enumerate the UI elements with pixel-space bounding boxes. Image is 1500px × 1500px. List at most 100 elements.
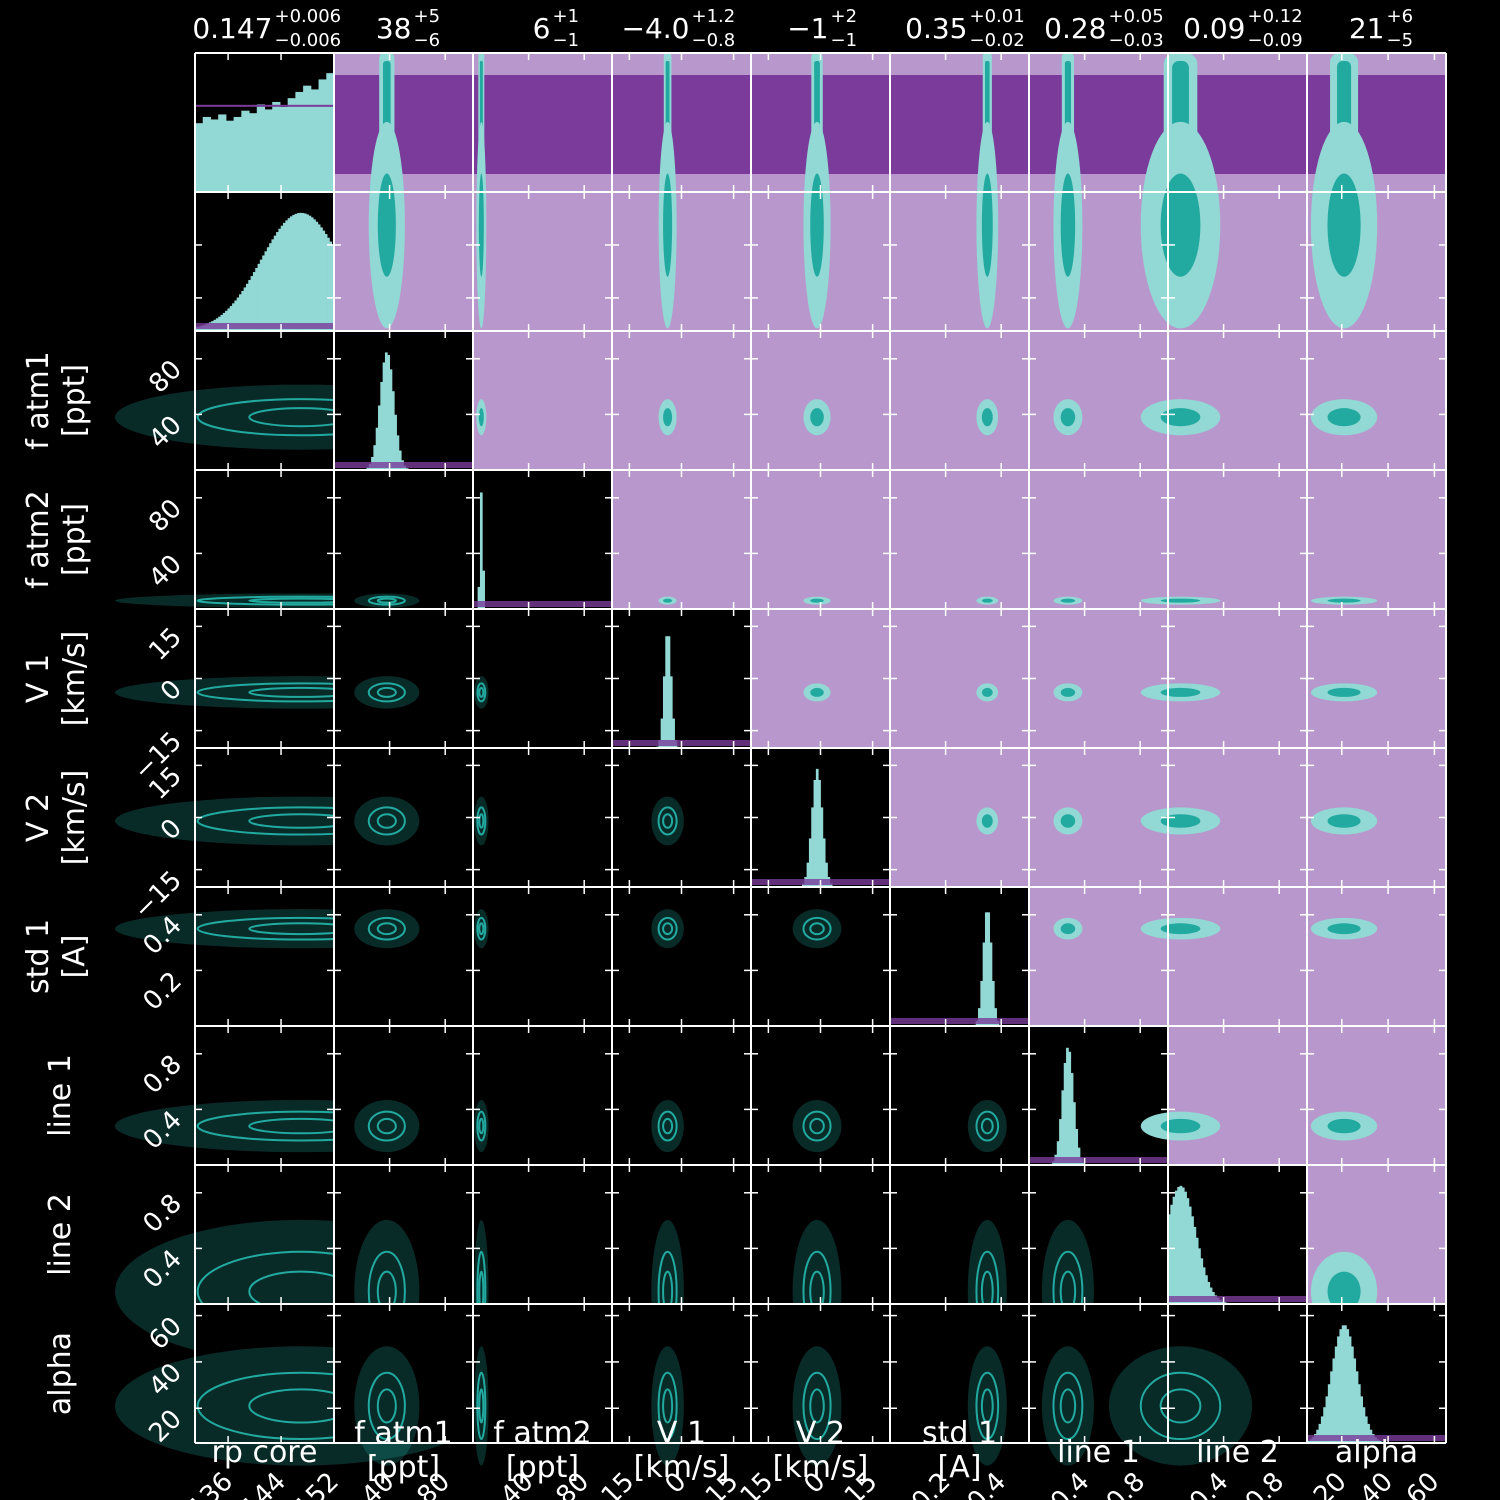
scatter-cell-bg [612, 887, 751, 1026]
x-axis-label: [km/s] [773, 1450, 869, 1485]
contour-fill-inner [981, 814, 993, 828]
upper-cell-bg [1307, 609, 1446, 748]
hist-bar [276, 232, 279, 331]
scatter-cell-bg [890, 1165, 1029, 1304]
sample-cloud [474, 909, 489, 949]
hist-bar [257, 263, 261, 331]
hist-bar [989, 942, 993, 1026]
contour-inner [478, 1388, 485, 1424]
scatter-cell-bg [195, 609, 334, 748]
contour-outer [802, 916, 832, 941]
sample-cloud [1041, 1346, 1094, 1466]
hist-prior-band [1307, 1435, 1446, 1441]
contour-outer [367, 1371, 406, 1441]
scatter-cell-bg [890, 1304, 1029, 1443]
hist-bar [818, 779, 821, 887]
hist-bar [815, 768, 819, 887]
hist-bar [239, 294, 242, 331]
hist-bar [1325, 1396, 1329, 1443]
hist-bar [1181, 1187, 1185, 1304]
hist-bar [303, 213, 307, 331]
hist-bar [310, 217, 314, 331]
hist-bar [1346, 1329, 1350, 1443]
contour-outer [657, 1110, 678, 1142]
upper-cell-bg [890, 748, 1029, 887]
column-title-value: 0.28 [1044, 12, 1106, 45]
scatter-cell-bg [473, 1165, 612, 1304]
hist-bar [1376, 1439, 1380, 1443]
hist-bar [396, 435, 400, 470]
hist-bar [1066, 1047, 1069, 1165]
contour-fill-inner [1160, 408, 1201, 427]
column-title-plus: +1.2 [692, 6, 736, 27]
sample-cloud [474, 796, 489, 846]
hist-bar [250, 276, 254, 331]
column-title-minus: −1 [553, 30, 580, 51]
hist-bar [327, 237, 330, 331]
hist-bar [1309, 1439, 1313, 1443]
hist-bar [1082, 1162, 1085, 1165]
upper-cell-bg [1307, 331, 1446, 470]
y-axis-label: f atm2 [21, 490, 56, 589]
upper-cell-bg [612, 470, 751, 609]
hist-prior-band [1029, 1157, 1168, 1163]
contour-inner [478, 813, 485, 829]
sample-cloud [354, 593, 420, 608]
contour-fill-inner [1327, 814, 1361, 828]
hist-bar [313, 219, 316, 331]
contour-inner [376, 1388, 397, 1424]
prior-band [890, 75, 1029, 174]
scatter-cell-bg [473, 1026, 612, 1165]
upper-cell-bg [1029, 331, 1168, 470]
x-axis-label: line 2 [1196, 1435, 1279, 1470]
contour-fill-inner [810, 408, 824, 427]
contour-fill-inner [1060, 923, 1076, 935]
hist-bar [289, 216, 293, 331]
prior-hist-bar [303, 85, 312, 192]
sample-cloud [651, 796, 684, 846]
contour-inner [478, 1117, 485, 1135]
hist-bar [982, 942, 986, 1026]
x-axis-label: [km/s] [634, 1450, 730, 1485]
prior-hist-bar [195, 123, 204, 192]
contour-fill-inner [981, 687, 993, 697]
contour-fill-inner [663, 598, 673, 603]
contour-inner [478, 922, 485, 936]
hist-bar [1177, 1186, 1180, 1304]
contour-fill-inner [663, 408, 673, 427]
column-title-plus: +0.01 [970, 6, 1025, 27]
hist-bar [1351, 1346, 1354, 1443]
scatter-cell-bg [473, 609, 612, 748]
hist-bar [987, 912, 991, 1026]
contour-outer [476, 916, 487, 941]
hist-bar [482, 570, 485, 609]
column-title-value: 38 [376, 12, 412, 45]
hist-bar [1195, 1237, 1199, 1304]
scatter-cell-bg [612, 1165, 751, 1304]
hist-bar [259, 259, 263, 331]
column-title-minus: −0.02 [970, 30, 1025, 51]
contour-fill-inner [1060, 687, 1076, 697]
hist-bar [820, 807, 824, 887]
prior-hist-bar [256, 104, 265, 192]
contour-inner [662, 1388, 674, 1424]
x-axis-label: line 1 [1057, 1435, 1140, 1470]
prior-hist-bar [310, 89, 320, 192]
upper-cell-bg [1029, 609, 1168, 748]
scatter-cell-bg [473, 887, 612, 1026]
hist-bar [660, 718, 664, 748]
hist-bar [1362, 1407, 1366, 1443]
upper-cell-bg [890, 470, 1029, 609]
hist-bar [264, 251, 268, 331]
hist-bar [991, 980, 995, 1026]
upper-cell-bg [473, 331, 612, 470]
x-axis-label: alpha [1335, 1435, 1418, 1470]
y-axis-label: line 2 [43, 1193, 78, 1276]
column-title-minus: −0.09 [1248, 30, 1303, 51]
hist-bar [1075, 1128, 1079, 1165]
scatter-cell-bg [473, 1304, 612, 1443]
hist-bar [1344, 1325, 1347, 1443]
hist-bar [366, 467, 370, 470]
hist-bar [1205, 1275, 1208, 1304]
